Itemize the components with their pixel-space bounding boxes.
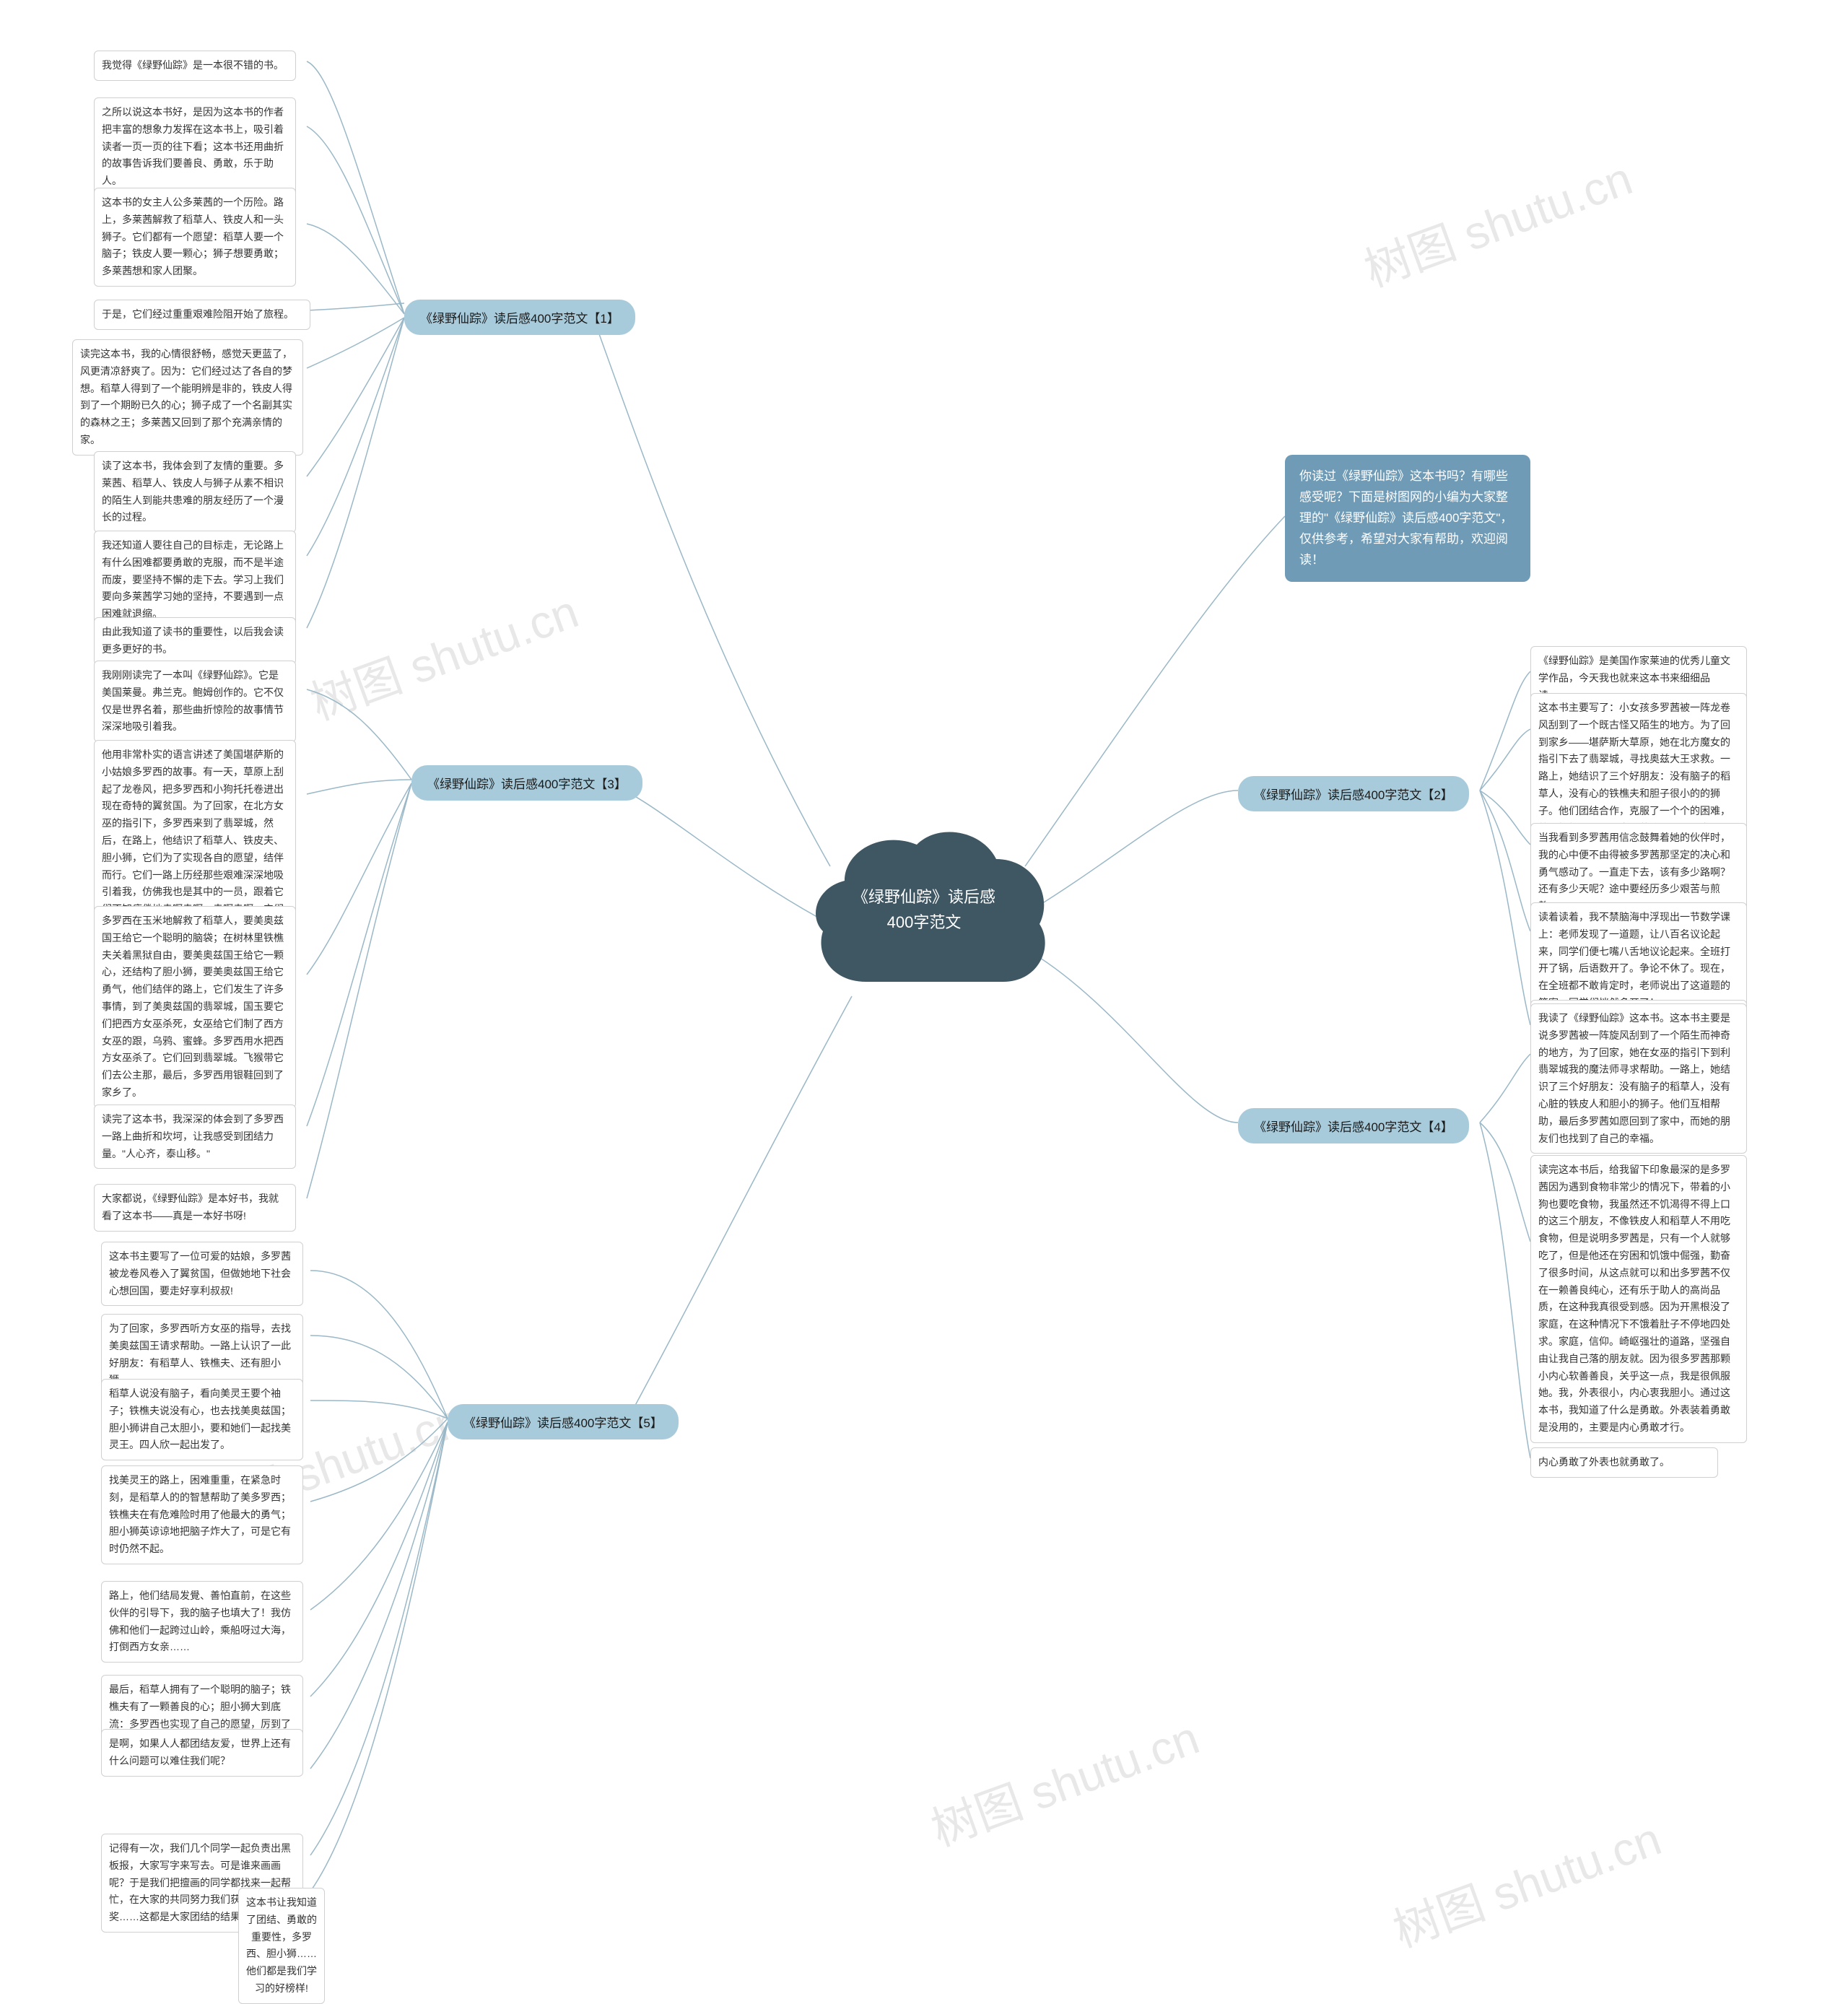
center-node: 《绿野仙踪》读后感400字范文 bbox=[823, 866, 1025, 953]
branch-label: 《绿野仙踪》读后感400字范文【1】 bbox=[420, 312, 619, 326]
branch-3: 《绿野仙踪》读后感400字范文【3】 bbox=[411, 765, 642, 801]
leaf-b4-0: 我读了《绿野仙踪》这本书。这本书主要是说多罗茜被一阵旋风刮到了一个陌生而神奇的地… bbox=[1530, 1003, 1747, 1154]
branch-5: 《绿野仙踪》读后感400字范文【5】 bbox=[448, 1404, 679, 1439]
leaf-b1-2: 这本书的女主人公多莱茜的一个历险。路上，多莱茜解救了稻草人、铁皮人和一头狮子。它… bbox=[94, 188, 296, 287]
leaf-b5-8: 这本书让我知道了团结、勇敢的重要性，多罗西、胆小狮……他们都是我们学习的好榜样! bbox=[238, 1888, 325, 2004]
branch-label: 《绿野仙踪》读后感400字范文【5】 bbox=[463, 1416, 663, 1430]
leaf-b5-0: 这本书主要写了一位可爱的姑娘，多罗茜被龙卷风卷入了翼贫国，但做她地下社会心想回国… bbox=[101, 1242, 303, 1306]
watermark: 树图 shutu.cn bbox=[1383, 1802, 1669, 1960]
leaf-b1-3: 于是，它们经过重重艰难险阻开始了旅程。 bbox=[94, 300, 310, 330]
center-title: 《绿野仙踪》读后感400字范文 bbox=[845, 884, 1003, 935]
branch-1: 《绿野仙踪》读后感400字范文【1】 bbox=[404, 300, 635, 335]
leaf-b1-4: 读完这本书，我的心情很舒畅，感觉天更蓝了，风更清凉舒爽了。因为：它们经过达了各自… bbox=[72, 339, 303, 456]
leaf-b1-0: 我觉得《绿野仙踪》是一本很不错的书。 bbox=[94, 51, 296, 81]
leaf-b4-2: 内心勇敢了外表也就勇敢了。 bbox=[1530, 1447, 1718, 1478]
branch-2: 《绿野仙踪》读后感400字范文【2】 bbox=[1238, 776, 1469, 811]
leaf-b3-3: 读完了这本书，我深深的体会到了多罗西一路上曲折和坎坷，让我感受到团结力量。"人心… bbox=[94, 1105, 296, 1169]
leaf-b1-6: 我还知道人要往自己的目标走，无论路上有什么困难都要勇敢的克服，而不是半途而废，要… bbox=[94, 531, 296, 629]
watermark: 树图 shutu.cn bbox=[1354, 141, 1640, 300]
leaf-b3-2: 多罗西在玉米地解救了稻草人，要美奥兹国王给它一个聪明的脑袋；在树林里铁樵夫关着黑… bbox=[94, 906, 296, 1108]
leaf-b5-3: 找美灵王的路上，困难重重，在紧急时刻，是稻草人的的智慧帮助了美多罗西；铁樵夫在有… bbox=[101, 1465, 303, 1564]
intro-node: 你读过《绿野仙踪》这本书吗？有哪些感受呢？下面是树图网的小编为大家整理的"《绿野… bbox=[1285, 455, 1530, 582]
leaf-b4-1: 读完这本书后，给我留下印象最深的是多罗茜因为遇到食物非常少的情况下，带着的小狗也… bbox=[1530, 1155, 1747, 1443]
leaf-b5-6: 是啊，如果人人都团结友爱，世界上还有什么问题可以难住我们呢？ bbox=[101, 1729, 303, 1777]
leaf-b5-2: 稻草人说没有脑子，看向美灵王要个袖子；铁樵夫说没有心，也去找美奥兹国；胆小狮讲自… bbox=[101, 1379, 303, 1460]
leaf-b3-4: 大家都说，《绿野仙踪》是本好书，我就看了这本书——真是一本好书呀! bbox=[94, 1184, 296, 1232]
leaf-b3-0: 我刚刚读完了一本叫《绿野仙踪》。它是美国莱曼。弗兰克。鲍姆创作的。它不仅仅是世界… bbox=[94, 661, 296, 742]
leaf-b1-1: 之所以说这本书好，是因为这本书的作者把丰富的想象力发挥在这本书上，吸引着读者一页… bbox=[94, 97, 296, 196]
watermark: 树图 shutu.cn bbox=[921, 1701, 1207, 1859]
leaf-b1-7: 由此我知道了读书的重要性，以后我会读更多更好的书。 bbox=[94, 617, 296, 665]
branch-label: 《绿野仙踪》读后感400字范文【4】 bbox=[1254, 1120, 1453, 1134]
watermark: 树图 shutu.cn bbox=[300, 575, 586, 733]
leaf-b1-5: 读了这本书，我体会到了友情的重要。多莱茜、稻草人、铁皮人与狮子从素不相识的陌生人… bbox=[94, 451, 296, 533]
branch-label: 《绿野仙踪》读后感400字范文【3】 bbox=[427, 777, 627, 791]
branch-4: 《绿野仙踪》读后感400字范文【4】 bbox=[1238, 1108, 1469, 1143]
intro-text: 你读过《绿野仙踪》这本书吗？有哪些感受呢？下面是树图网的小编为大家整理的"《绿野… bbox=[1299, 469, 1512, 567]
leaf-b5-4: 路上，他们结局发覺、善怕直前，在这些伙伴的引导下，我的脑子也填大了！我仿佛和他们… bbox=[101, 1581, 303, 1663]
branch-label: 《绿野仙踪》读后感400字范文【2】 bbox=[1254, 788, 1453, 802]
